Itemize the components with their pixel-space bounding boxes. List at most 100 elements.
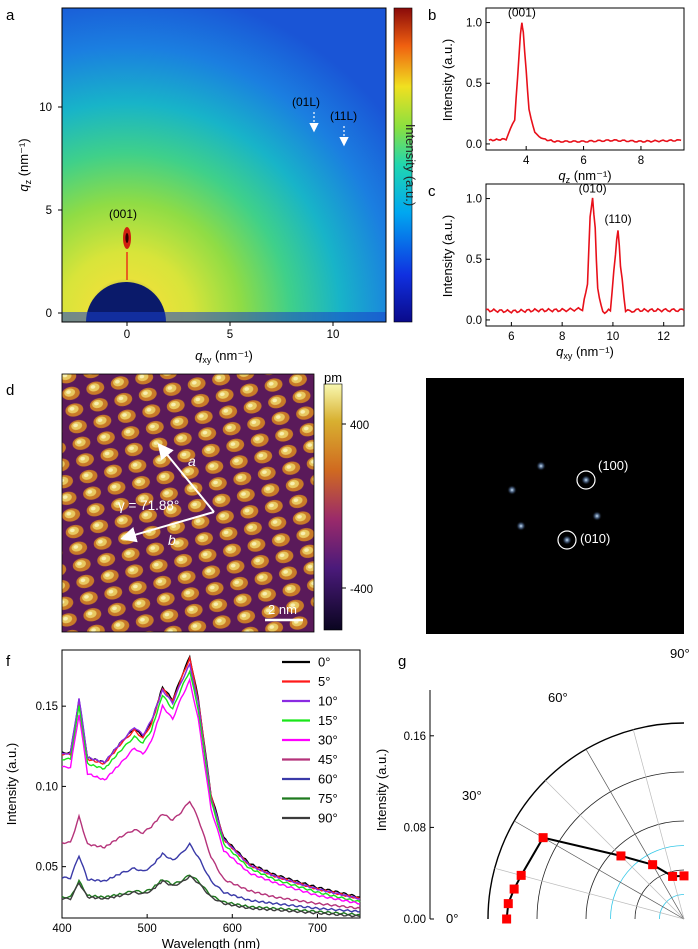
lattice-vector-b xyxy=(120,511,215,543)
polar-point xyxy=(616,851,626,861)
d-colorbar xyxy=(323,383,343,631)
polar-radial-line xyxy=(585,749,685,920)
legend-label: 75° xyxy=(318,791,338,806)
panel-a-xticks: 0 5 10 xyxy=(124,322,340,341)
series-line-60° xyxy=(61,842,361,913)
series-line-0 xyxy=(485,197,685,315)
y-tick-label: 0.0 xyxy=(466,139,482,151)
polar-point xyxy=(503,899,513,909)
x-tick-label: 600 xyxy=(223,923,242,935)
g-angle-label: 90° xyxy=(670,646,690,661)
g-angle-label: 30° xyxy=(462,788,482,803)
c-xlabel: qxy (nm⁻¹) xyxy=(556,344,614,361)
peak-annotation: (001) xyxy=(508,6,536,20)
y-tick-label: 0.05 xyxy=(36,862,58,874)
svg-text:c: c xyxy=(428,183,436,200)
f-ylabel: Intensity (a.u.) xyxy=(4,743,19,825)
polar-radial-line xyxy=(545,780,685,920)
x-tick-label: 8 xyxy=(559,331,565,343)
panel-e: e (100) (010) xyxy=(426,378,684,634)
a-colorbar-label: Intensity (a.u.) xyxy=(403,124,418,206)
panel-f: f 400 500 600 700 0.05 0.10 0.15 Wavelength (nm… xyxy=(4,649,361,949)
scale-bar-label: 2 nm xyxy=(268,602,297,617)
legend-label: 30° xyxy=(318,733,338,748)
panel-a-yticks: 0 5 10 xyxy=(39,102,62,320)
x-tick-label: 8 xyxy=(638,155,644,167)
y-tick-label: 0.5 xyxy=(466,78,482,90)
series-line-0 xyxy=(488,22,682,143)
lattice-vector-a xyxy=(157,442,215,513)
b-xlabel: qz (nm⁻¹) xyxy=(558,168,611,185)
polar-point xyxy=(509,884,519,894)
y-tick-label: 0.0 xyxy=(466,315,482,327)
spot-010-label: (010) xyxy=(580,531,610,546)
series-line-90° xyxy=(61,875,361,918)
annotation-11L: (11L) xyxy=(330,109,357,123)
legend-label: 10° xyxy=(318,694,338,709)
vector-b-label: b xyxy=(168,532,176,548)
panel-d: d a b γ = 71.88° 2 nm pm 400 -400 xyxy=(6,370,373,633)
fft-image xyxy=(426,378,684,634)
g-ytick-label: 0.16 xyxy=(404,731,426,743)
y-tick-label: 0.15 xyxy=(36,701,58,713)
legend-label: 5° xyxy=(318,674,330,689)
panel-g: g 0.00 0.08 0.16 Intensity (a.u.) 0° 30° 60° 90… xyxy=(374,646,690,926)
polar-radial-line xyxy=(494,867,685,920)
spot-010-circle xyxy=(557,530,577,550)
svg-text:g: g xyxy=(398,653,406,670)
annotation-01L: (01L) xyxy=(292,95,320,109)
x-tick-label: 12 xyxy=(657,331,670,343)
g-angle-label: 0° xyxy=(446,911,458,926)
b-ylabel: Intensity (a.u.) xyxy=(440,39,455,121)
panel-letter-a: a xyxy=(6,7,15,24)
svg-text:b: b xyxy=(428,7,436,24)
plot-frame xyxy=(485,183,685,327)
legend-label: 0° xyxy=(318,655,330,670)
a-xtick-5: 5 xyxy=(227,329,233,341)
vector-a-label: a xyxy=(188,453,196,469)
x-tick-label: 400 xyxy=(52,923,71,935)
g-ytick-label: 0.00 xyxy=(404,914,426,926)
c-ylabel: Intensity (a.u.) xyxy=(440,215,455,297)
a-xtick-10: 10 xyxy=(327,329,340,341)
x-tick-label: 700 xyxy=(308,923,327,935)
polar-point xyxy=(538,833,548,843)
angle-label: γ = 71.88° xyxy=(118,498,179,513)
panel-c: c 6 8 10 12 0.0 0.5 1.0 (010) (110) qxy (nm⁻¹) Int… xyxy=(428,182,685,361)
peak-annotation: (110) xyxy=(604,212,631,226)
series-line-0° xyxy=(61,654,361,898)
f-xlabel: Wavelength (nm) xyxy=(162,936,261,949)
polar-point xyxy=(679,871,689,881)
x-tick-label: 4 xyxy=(523,155,530,167)
spot-100-label: (100) xyxy=(598,458,628,473)
legend-label: 60° xyxy=(318,772,338,787)
peak-annotation: (010) xyxy=(579,182,607,196)
x-tick-label: 6 xyxy=(508,331,514,343)
panel-a: a (001) (01L) (11L) 0 5 10 0 5 10 qxy (n… xyxy=(6,7,418,365)
a-xlabel: qxy (nm⁻¹) xyxy=(195,348,253,365)
g-angle-label: 60° xyxy=(548,690,568,705)
legend-label: 15° xyxy=(318,713,338,728)
g-ytick-label: 0.08 xyxy=(404,822,426,834)
panel-letter-d: d xyxy=(6,382,14,399)
series-line-10° xyxy=(61,662,361,900)
a-colorbar xyxy=(393,7,413,323)
series-line-30° xyxy=(61,677,361,905)
y-tick-label: 1.0 xyxy=(466,194,482,206)
legend-label: 90° xyxy=(318,811,338,826)
series-line-45° xyxy=(61,800,361,910)
x-tick-label: 10 xyxy=(607,331,620,343)
annotation-001: (001) xyxy=(109,207,137,221)
y-tick-label: 0.5 xyxy=(466,254,482,266)
a-ytick-5: 5 xyxy=(46,205,52,217)
d-colorbar-unit: pm xyxy=(324,370,342,385)
a-ylabel: qz (nm⁻¹) xyxy=(16,138,33,191)
plot-frame xyxy=(485,7,685,151)
a-xtick-0: 0 xyxy=(124,329,130,341)
x-tick-label: 6 xyxy=(580,155,586,167)
spot-100-circle xyxy=(576,470,596,490)
polar-point xyxy=(516,870,526,880)
a-ytick-0: 0 xyxy=(46,308,52,320)
plot-frame xyxy=(61,649,361,919)
